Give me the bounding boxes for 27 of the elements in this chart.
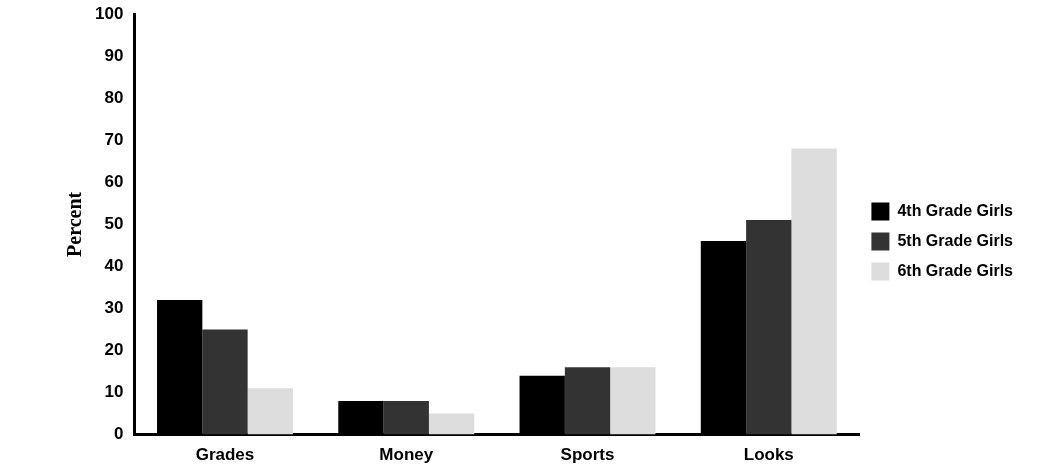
y-tick-label: 40: [104, 256, 124, 276]
y-tick-label: 60: [104, 171, 124, 191]
y-axis-title: Percent: [63, 191, 86, 257]
legend-label: 4th Grade Girls: [897, 201, 1014, 219]
legend-label: 5th Grade Girls: [897, 231, 1014, 249]
y-tick-label: 80: [104, 87, 124, 107]
bar: [610, 367, 656, 435]
bar: [202, 329, 248, 435]
bar: [791, 148, 837, 435]
y-tick-label: 20: [104, 340, 124, 360]
y-tick-label: 70: [104, 129, 124, 149]
y-tick-label: 100: [94, 3, 124, 23]
legend-label: 6th Grade Girls: [897, 261, 1014, 279]
x-tick-label: Looks: [743, 445, 794, 465]
bar: [746, 220, 792, 435]
bar: [564, 367, 611, 435]
y-tick-label: 0: [113, 424, 124, 444]
x-tick-label: Grades: [195, 445, 255, 465]
y-tick-label: 30: [104, 298, 124, 318]
x-tick-label: Money: [379, 445, 434, 465]
y-tick-label: 90: [104, 45, 124, 65]
bar: [247, 388, 293, 435]
bar: [383, 400, 429, 435]
bar: [428, 413, 475, 435]
x-tick-label: Sports: [560, 445, 615, 465]
y-tick-label: 50: [104, 213, 124, 233]
y-tick-label: 10: [104, 382, 124, 402]
